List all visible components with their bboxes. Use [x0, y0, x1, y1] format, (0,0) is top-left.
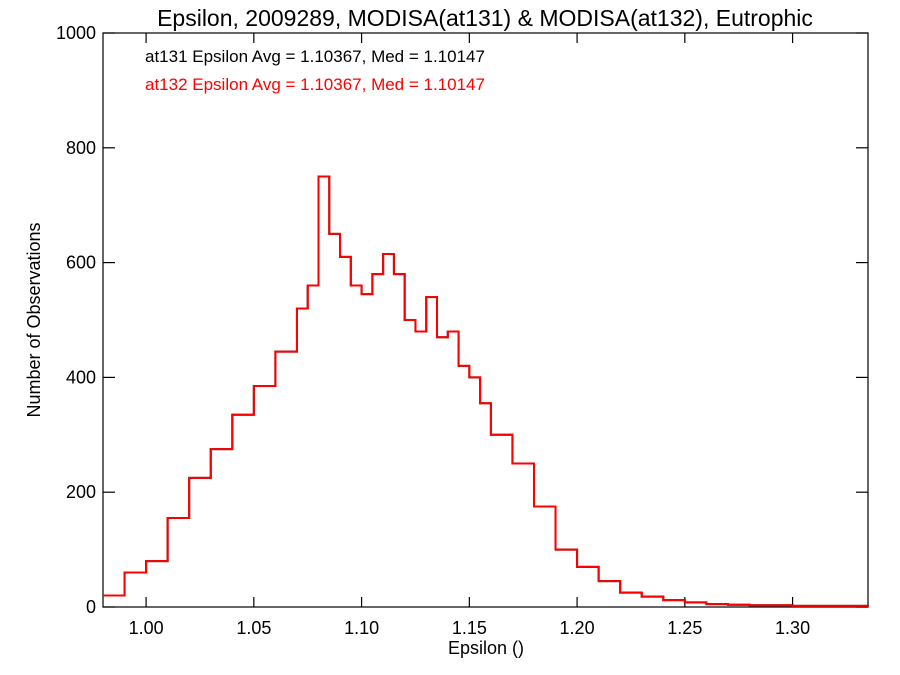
legend-at132-stats: at132 Epsilon Avg = 1.10367, Med = 1.101… [145, 75, 485, 94]
y-tick-label: 600 [66, 253, 96, 273]
histogram-series [103, 175, 869, 607]
y-tick-label: 0 [86, 597, 96, 617]
x-tick-label: 1.10 [344, 618, 379, 638]
y-tick-label: 200 [66, 482, 96, 502]
histogram-step-line-red [103, 175, 869, 607]
x-tick-label: 1.05 [236, 618, 271, 638]
x-axis-label: Epsilon () [448, 638, 524, 658]
histogram-step-line-black [103, 175, 869, 607]
y-tick-label: 400 [66, 367, 96, 387]
chart-title: Epsilon, 2009289, MODISA(at131) & MODISA… [157, 5, 813, 31]
x-tick-label: 1.25 [667, 618, 702, 638]
x-tick-label: 1.15 [452, 618, 487, 638]
plot-area-frame [102, 32, 869, 608]
y-axis-ticks: 0 200 400 600 800 1000 [56, 23, 868, 617]
y-tick-label: 1000 [56, 23, 96, 43]
x-tick-label: 1.30 [775, 618, 810, 638]
y-tick-label: 800 [66, 138, 96, 158]
x-tick-label: 1.20 [560, 618, 595, 638]
x-axis-ticks: 1.00 1.05 1.10 1.15 1.20 1.25 1.30 [129, 33, 810, 638]
legend-at131-stats: at131 Epsilon Avg = 1.10367, Med = 1.101… [145, 47, 485, 66]
y-axis-label: Number of Observations [24, 222, 44, 417]
x-tick-label: 1.00 [129, 618, 164, 638]
